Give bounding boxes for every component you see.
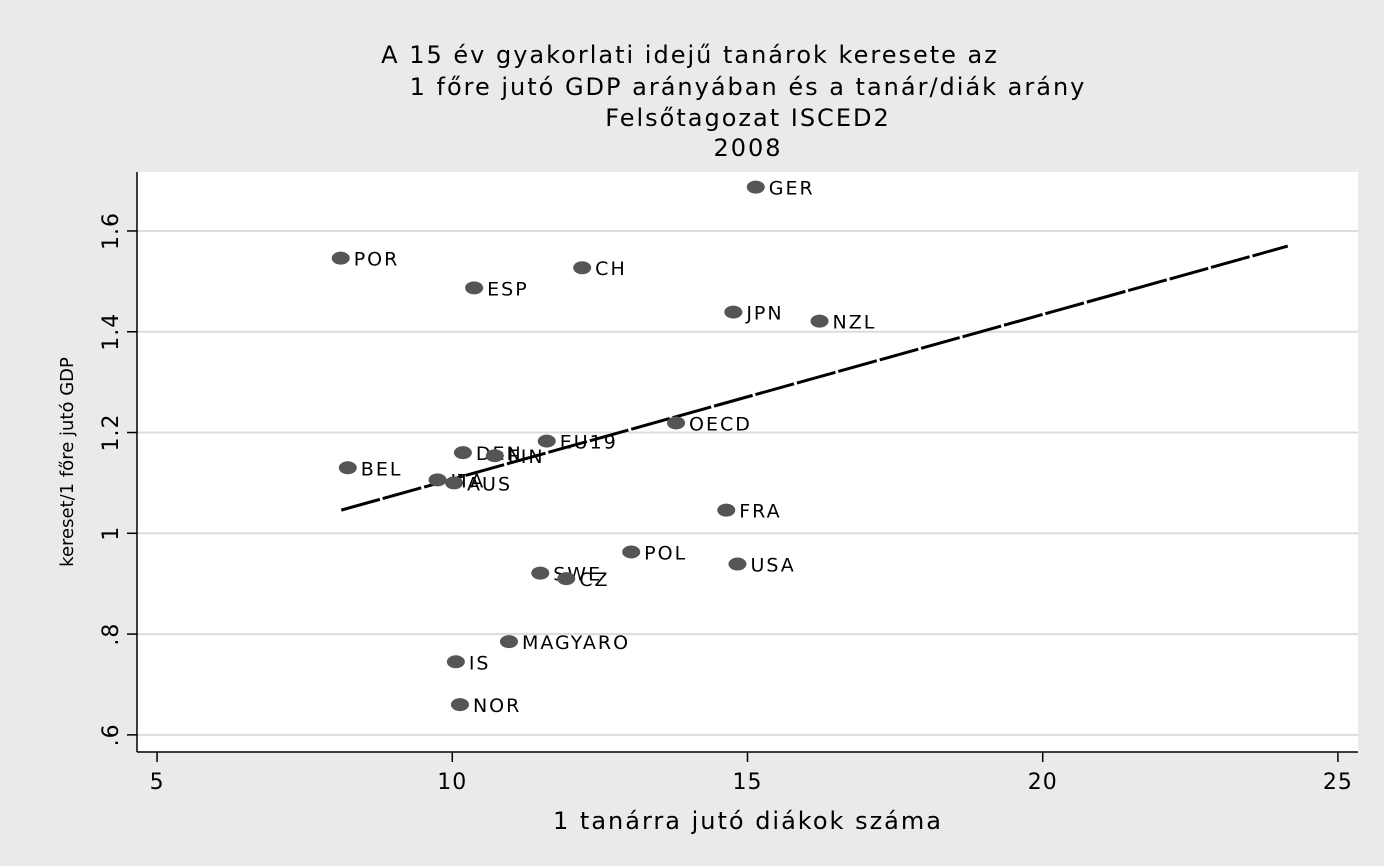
point-label: OECD: [689, 413, 752, 435]
point: [445, 476, 464, 490]
point: [667, 416, 686, 430]
y-axis-label: kereset/1 főre jutó GDP: [57, 357, 78, 567]
point-label: FIN: [508, 446, 545, 468]
point: [428, 473, 447, 487]
point-label: GER: [769, 178, 815, 200]
point: [728, 557, 747, 571]
point-label: EU19: [560, 432, 618, 454]
plot-area: [137, 172, 1358, 752]
x-tick-label: 20: [1028, 770, 1058, 795]
point-label: CZ: [579, 569, 609, 591]
y-tick-label: 1.2: [99, 414, 124, 452]
point: [557, 572, 576, 586]
point: [453, 446, 472, 460]
y-tick-label: .8: [99, 623, 124, 646]
chart-title: Felsőtagozat ISCED2: [605, 104, 890, 132]
y-tick-label: 1.4: [99, 313, 124, 351]
point: [465, 281, 484, 295]
point-label: AUS: [467, 473, 512, 495]
point: [717, 503, 736, 517]
point-label: JPN: [745, 303, 783, 325]
y-tick-label: 1: [99, 526, 124, 541]
point: [746, 180, 765, 194]
x-tick-label: 15: [733, 770, 763, 795]
point-label: BEL: [361, 458, 403, 480]
chart-title: 2008: [713, 134, 782, 162]
y-tick-label: 1.6: [99, 212, 124, 250]
point-label: IS: [469, 652, 491, 674]
point: [446, 655, 465, 669]
point-label: FRA: [739, 501, 781, 523]
fit-line: [340, 244, 1289, 512]
y-tick-label: .6: [99, 723, 124, 746]
x-axis-label: 1 tanárra jutó diákok száma: [553, 807, 943, 835]
x-tick-label: 25: [1323, 770, 1353, 795]
point-label: USA: [750, 555, 795, 577]
point: [485, 449, 504, 463]
point-label: POR: [354, 249, 400, 271]
point: [573, 261, 592, 275]
point-label: NOR: [473, 695, 521, 717]
point: [810, 314, 829, 328]
x-tick-label: 5: [150, 770, 165, 795]
point: [331, 251, 350, 265]
point: [338, 461, 357, 475]
point-label: CH: [595, 258, 627, 280]
point: [531, 566, 550, 580]
point-label: NZL: [833, 312, 877, 334]
chart-title: 1 főre jutó GDP arányában és a tanár/diá…: [410, 73, 1087, 101]
x-tick-label: 10: [437, 770, 467, 795]
point: [499, 635, 518, 649]
point: [724, 305, 743, 319]
point-label: ESP: [487, 278, 529, 300]
point: [450, 698, 469, 712]
point: [622, 545, 641, 559]
chart-title: A 15 év gyakorlati idejű tanárok kereset…: [381, 41, 999, 69]
point-label: POL: [644, 542, 687, 564]
point: [537, 434, 556, 448]
point-label: MAGYARO: [522, 632, 630, 654]
